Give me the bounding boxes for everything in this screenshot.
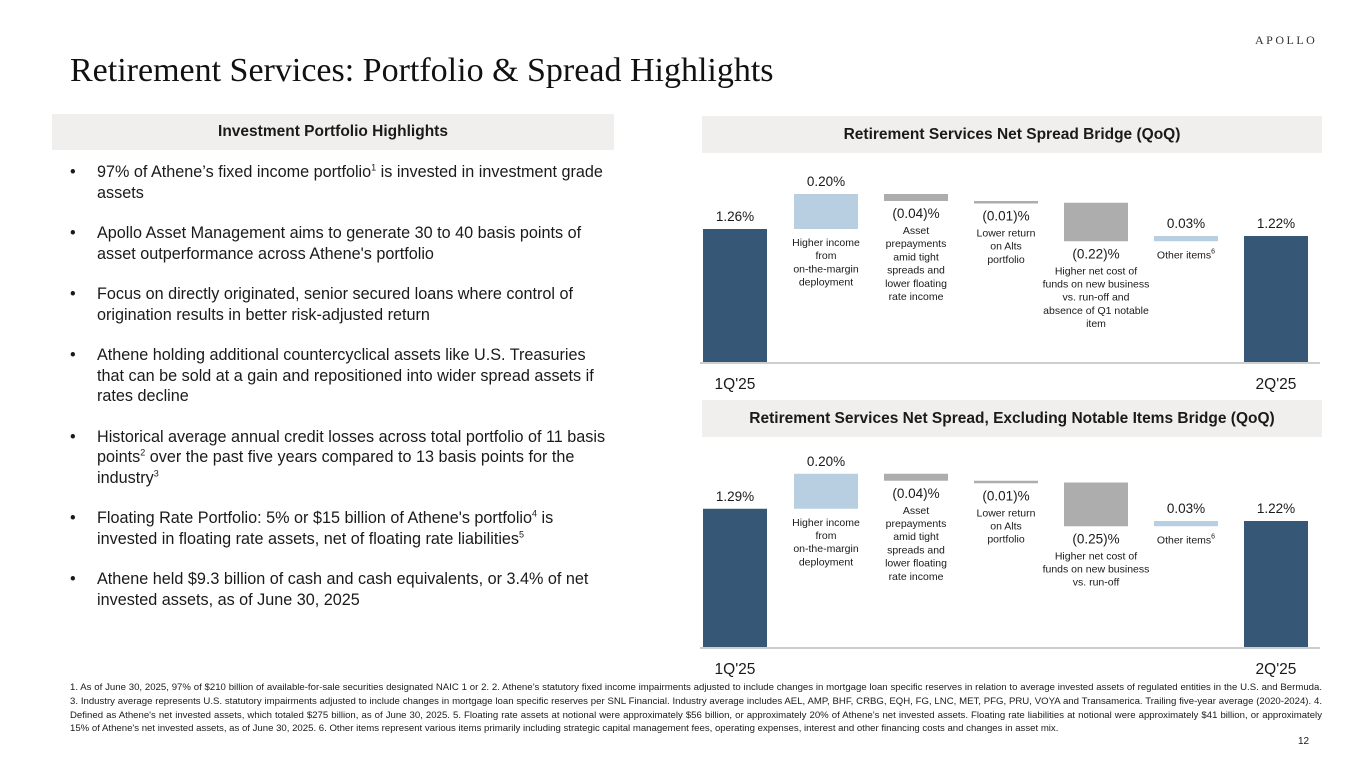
footnote-ref: 4: [532, 508, 538, 519]
bullet-text: Athene holding additional countercyclica…: [97, 346, 594, 405]
step-description: Lower return on Alts portfolio: [977, 228, 1036, 266]
net-spread-bridge-chart: 1.26% 0.20% Higher income from on-the-margin…: [700, 160, 1330, 400]
bullet-icon: •: [70, 346, 76, 364]
data-label: 0.20%: [807, 174, 845, 189]
footnote-ref: 6: [1211, 533, 1215, 540]
investment-highlights-header: Investment Portfolio Highlights: [52, 114, 614, 150]
net-spread-ex-notable-bridge-title: Retirement Services Net Spread, Excludin…: [702, 400, 1322, 437]
data-label: 1.22%: [1257, 501, 1295, 516]
footnote-ref: 3: [153, 468, 159, 479]
bar-total: [1244, 236, 1308, 362]
bullet-text: is invested in floating rate assets, net…: [97, 509, 554, 548]
x-tick-label: 2Q'25: [1256, 661, 1297, 678]
bar-decrease: [1064, 202, 1128, 242]
data-label: (0.25)%: [1072, 531, 1119, 546]
bullet-item: • Floating Rate Portfolio: 5% or $15 bill…: [70, 508, 610, 549]
bullet-item: • 97% of Athene’s fixed income portfolio1…: [70, 162, 610, 203]
data-label: (0.01)%: [982, 488, 1029, 503]
bar-increase: [794, 473, 858, 509]
bullet-text: over the past five years compared to 13 …: [97, 448, 575, 487]
apollo-logo: APOLLO: [1255, 33, 1318, 47]
bar-total: [1244, 521, 1308, 647]
footnotes: 1. As of June 30, 2025, 97% of $210 bill…: [70, 682, 1322, 735]
data-label: (0.01)%: [982, 209, 1029, 224]
bullet-item: • Focus on directly originated, senior se…: [70, 284, 610, 325]
data-label: (0.04)%: [892, 486, 939, 501]
footnote-ref: 5: [519, 529, 525, 540]
footnote-ref: 1: [371, 162, 377, 173]
bullet-item: • Historical average annual credit losses…: [70, 427, 610, 489]
bar-decrease: [974, 201, 1038, 204]
bar-decrease: [1064, 482, 1128, 527]
bullet-text: 97% of Athene’s fixed income portfolio: [97, 163, 372, 181]
x-tick-label: 2Q'25: [1256, 376, 1297, 393]
bar-increase: [1154, 521, 1218, 527]
waterfall-svg: 1.26% 0.20% Higher income from on-the-margin…: [700, 174, 1320, 393]
step-description: Higher income from on-the-margin deployment: [792, 517, 860, 569]
bar-decrease: [884, 194, 948, 201]
step-description: Higher income from on-the-margin deployment: [792, 237, 860, 289]
step-description: Lower return on Alts portfolio: [977, 507, 1036, 545]
step-description: Asset prepayments amid tight spreads and low…: [885, 225, 947, 303]
bullet-icon: •: [70, 570, 76, 588]
data-label: 0.03%: [1167, 216, 1205, 231]
page-title: Retirement Services: Portfolio & Spread …: [70, 52, 774, 89]
bullet-icon: •: [70, 163, 76, 181]
bar-increase: [794, 194, 858, 229]
bullet-text: Floating Rate Portfolio: 5% or $15 billi…: [97, 509, 533, 527]
bullet-text: is invested in investment grade assets: [97, 163, 603, 202]
step-description: Other items6: [1157, 533, 1215, 546]
step-description: Higher net cost of funds on new business v…: [1043, 550, 1150, 588]
data-label: (0.22)%: [1072, 246, 1119, 261]
bar-total: [703, 229, 767, 362]
bullet-icon: •: [70, 224, 76, 242]
bullet-item: • Athene held $9.3 billion of cash and ca…: [70, 569, 610, 610]
bullet-icon: •: [70, 509, 76, 527]
x-tick-label: 1Q'25: [715, 376, 756, 393]
bullet-item: • Apollo Asset Management aims to generat…: [70, 223, 610, 264]
step-description: Other items6: [1157, 248, 1215, 261]
net-spread-ex-notable-bridge-chart: 1.29% 0.20% Higher income from on-the-margin…: [700, 445, 1330, 685]
waterfall-svg: 1.29% 0.20% Higher income from on-the-margin…: [700, 454, 1320, 678]
footnote-ref: 2: [140, 447, 146, 458]
bullet-text: Apollo Asset Management aims to generate…: [97, 224, 582, 263]
bullet-icon: •: [70, 427, 76, 446]
data-label: 0.20%: [807, 454, 845, 469]
data-label: 1.29%: [716, 489, 754, 504]
data-label: 1.26%: [716, 209, 754, 224]
bar-decrease: [974, 480, 1038, 484]
bullet-item: • Athene holding additional countercyclic…: [70, 345, 610, 407]
net-spread-bridge-title: Retirement Services Net Spread Bridge (Q…: [702, 116, 1322, 153]
data-label: 0.03%: [1167, 501, 1205, 516]
x-tick-label: 1Q'25: [715, 661, 756, 678]
bullet-text: Focus on directly originated, senior sec…: [97, 285, 573, 324]
bar-decrease: [884, 473, 948, 481]
step-description: Higher net cost of funds on new business v…: [1043, 265, 1150, 330]
data-label: 1.22%: [1257, 216, 1295, 231]
bullet-text: Athene held $9.3 billion of cash and cas…: [97, 570, 589, 609]
page-number: 12: [1298, 736, 1310, 747]
investment-highlights-list: • 97% of Athene’s fixed income portfolio1…: [70, 162, 610, 630]
bar-total: [703, 508, 767, 647]
step-description: Asset prepayments amid tight spreads and low…: [885, 505, 947, 583]
bullet-icon: •: [70, 285, 76, 303]
bullet-text: Historical average annual credit losses …: [97, 427, 606, 467]
bar-increase: [1154, 236, 1218, 242]
data-label: (0.04)%: [892, 206, 939, 221]
footnote-ref: 6: [1211, 248, 1215, 255]
